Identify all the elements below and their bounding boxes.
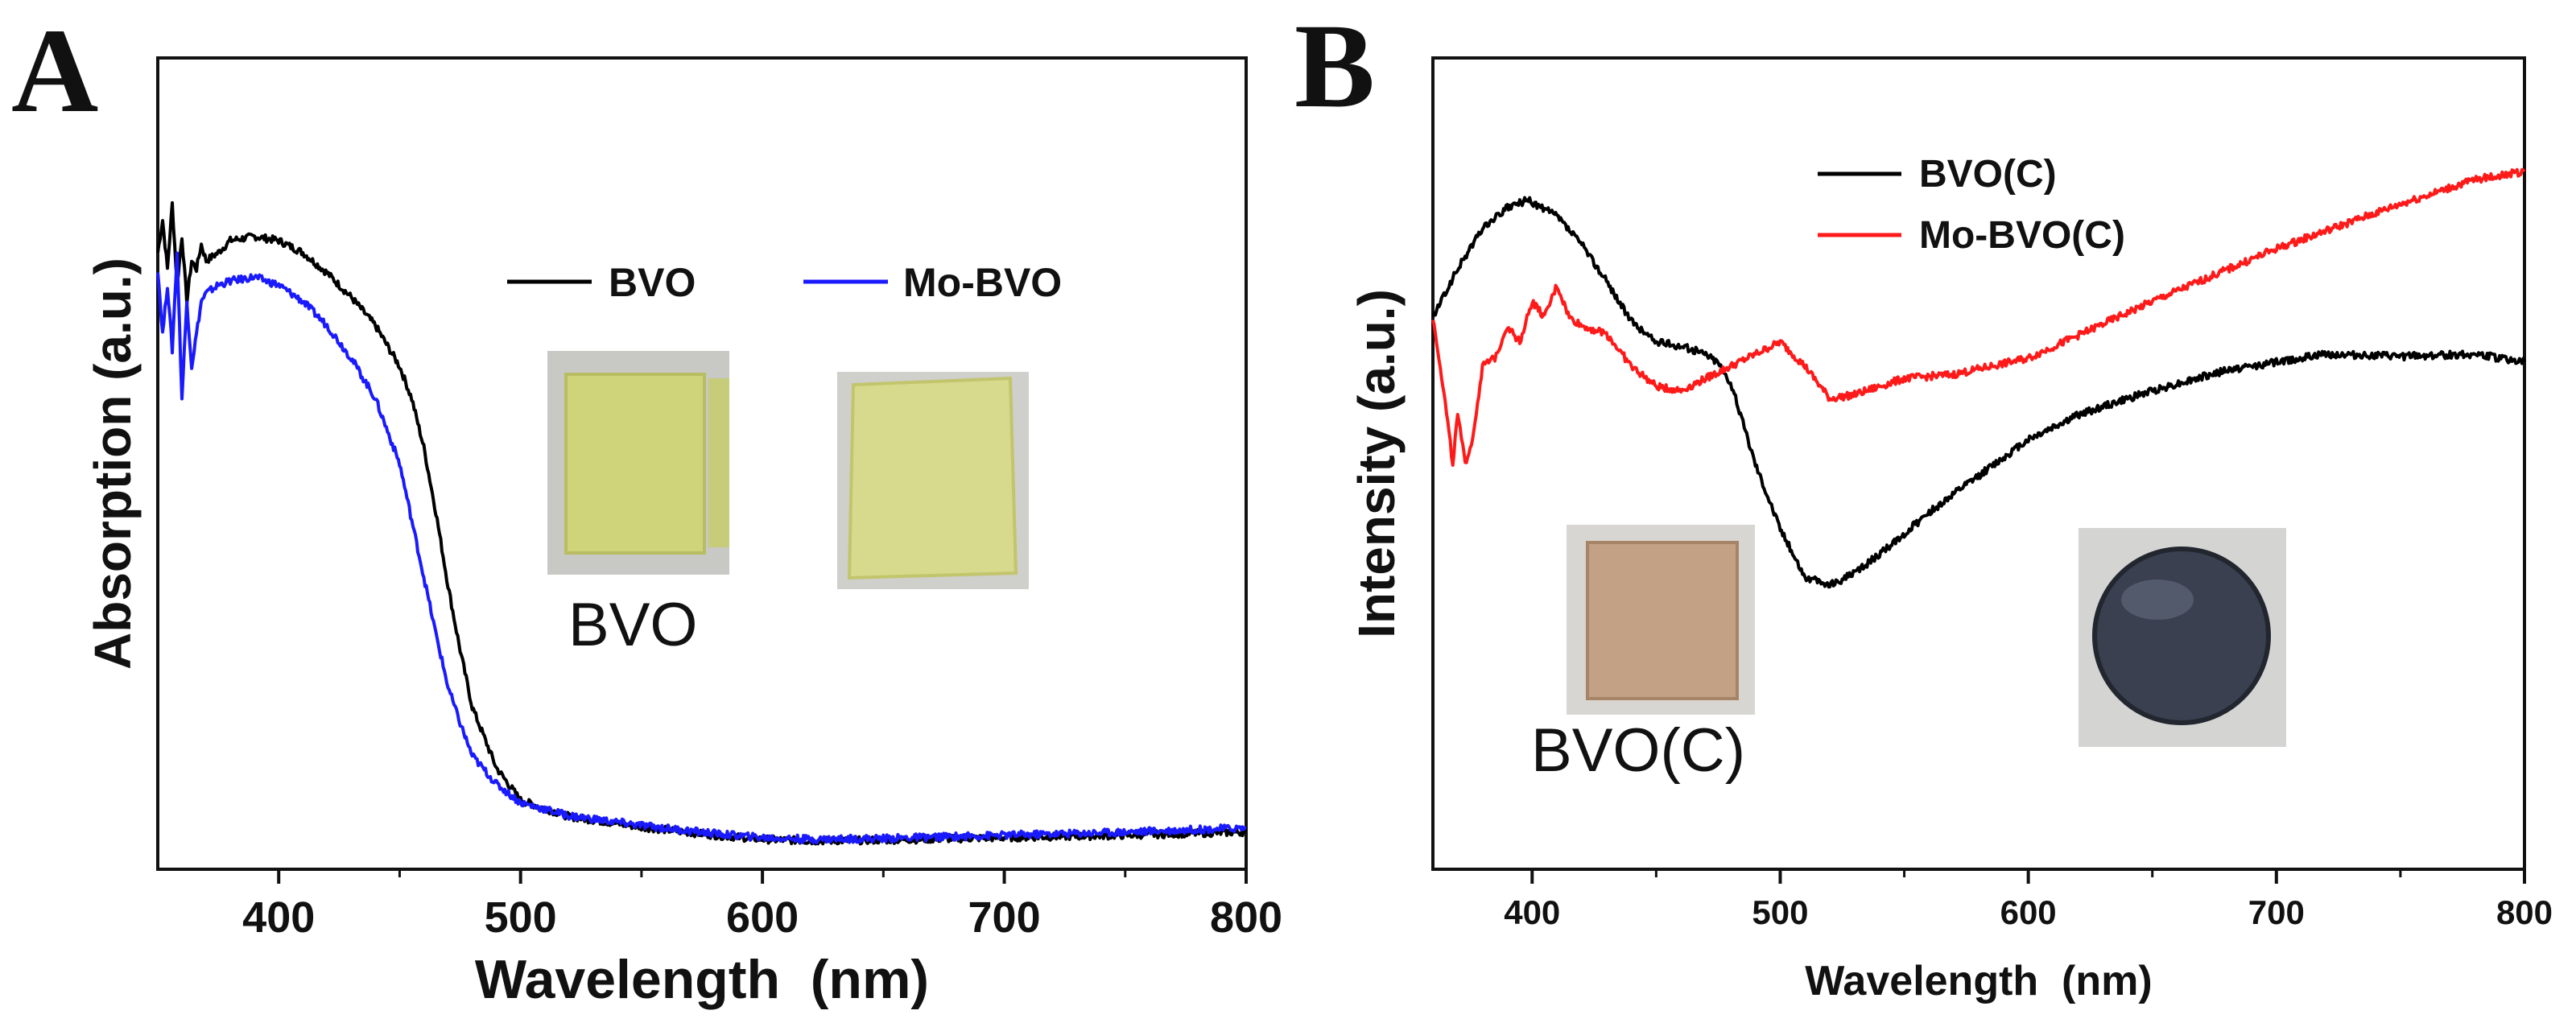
- x-tick-label: 700: [2248, 893, 2305, 931]
- panel-a-x-ticks: 400 500 600 700 800: [242, 869, 1282, 942]
- panel-b-series: [1431, 167, 2526, 589]
- series-line-mo-bvo: [156, 251, 1247, 844]
- legend-mo-bvo-c-label: Mo-BVO(C): [1919, 214, 2125, 257]
- panel-a-plot-frame: [156, 56, 1248, 871]
- panel-b-y-axis-title: Intensity (a.u.): [1348, 289, 1406, 638]
- panel-b-x-axis-title: Wavelength (nm): [1805, 958, 2152, 1004]
- panel-b-plot-frame: [1431, 56, 2526, 871]
- mo-bvo-c-disk-photo: [2079, 528, 2286, 747]
- panel-a-y-axis-title: Absorption (a.u.): [84, 258, 142, 670]
- x-tick-label: 400: [242, 893, 315, 942]
- panel-b-label: B: [1294, 0, 1375, 133]
- panel-b: B 400 500 600 700 800 BVO(C) Mo-BVO(C) BVO(C…: [1294, 0, 2553, 1004]
- bvo-c-film-photo: [1567, 525, 1755, 715]
- mo-bvo-film-photo: [837, 372, 1029, 589]
- panel-a-series: [156, 201, 1248, 846]
- bvo-film-photo: [547, 351, 729, 575]
- panel-a-x-axis-title: Wavelength (nm): [475, 949, 929, 1010]
- panel-a-legend: BVO Mo-BVO: [507, 260, 1062, 305]
- legend-mo-bvo-label: Mo-BVO: [903, 260, 1062, 305]
- series-line-mo-bvo-c: [1431, 167, 2526, 467]
- x-tick-label: 600: [2000, 893, 2057, 931]
- x-tick-label: 700: [968, 893, 1041, 942]
- x-tick-label: 400: [1504, 893, 1560, 931]
- legend-bvo-c-label: BVO(C): [1919, 153, 2057, 196]
- series-line-bvo-c: [1431, 196, 2526, 589]
- x-tick-label: 500: [1752, 893, 1808, 931]
- x-tick-label: 800: [1210, 893, 1282, 942]
- panel-a: A 400 500 600 700 800 BVO Mo-BVO BVO Wavelen…: [11, 4, 1282, 1010]
- panel-a-inset-caption: BVO: [568, 591, 698, 659]
- x-tick-label: 500: [485, 893, 557, 942]
- x-tick-label: 600: [726, 893, 799, 942]
- x-tick-label: 800: [2496, 893, 2553, 931]
- panel-a-label: A: [11, 4, 98, 138]
- panel-b-inset-caption: BVO(C): [1531, 716, 1745, 785]
- panel-b-legend: BVO(C) Mo-BVO(C): [1818, 153, 2125, 257]
- legend-bvo-label: BVO: [609, 260, 696, 305]
- panel-b-x-ticks: 400 500 600 700 800: [1504, 869, 2553, 931]
